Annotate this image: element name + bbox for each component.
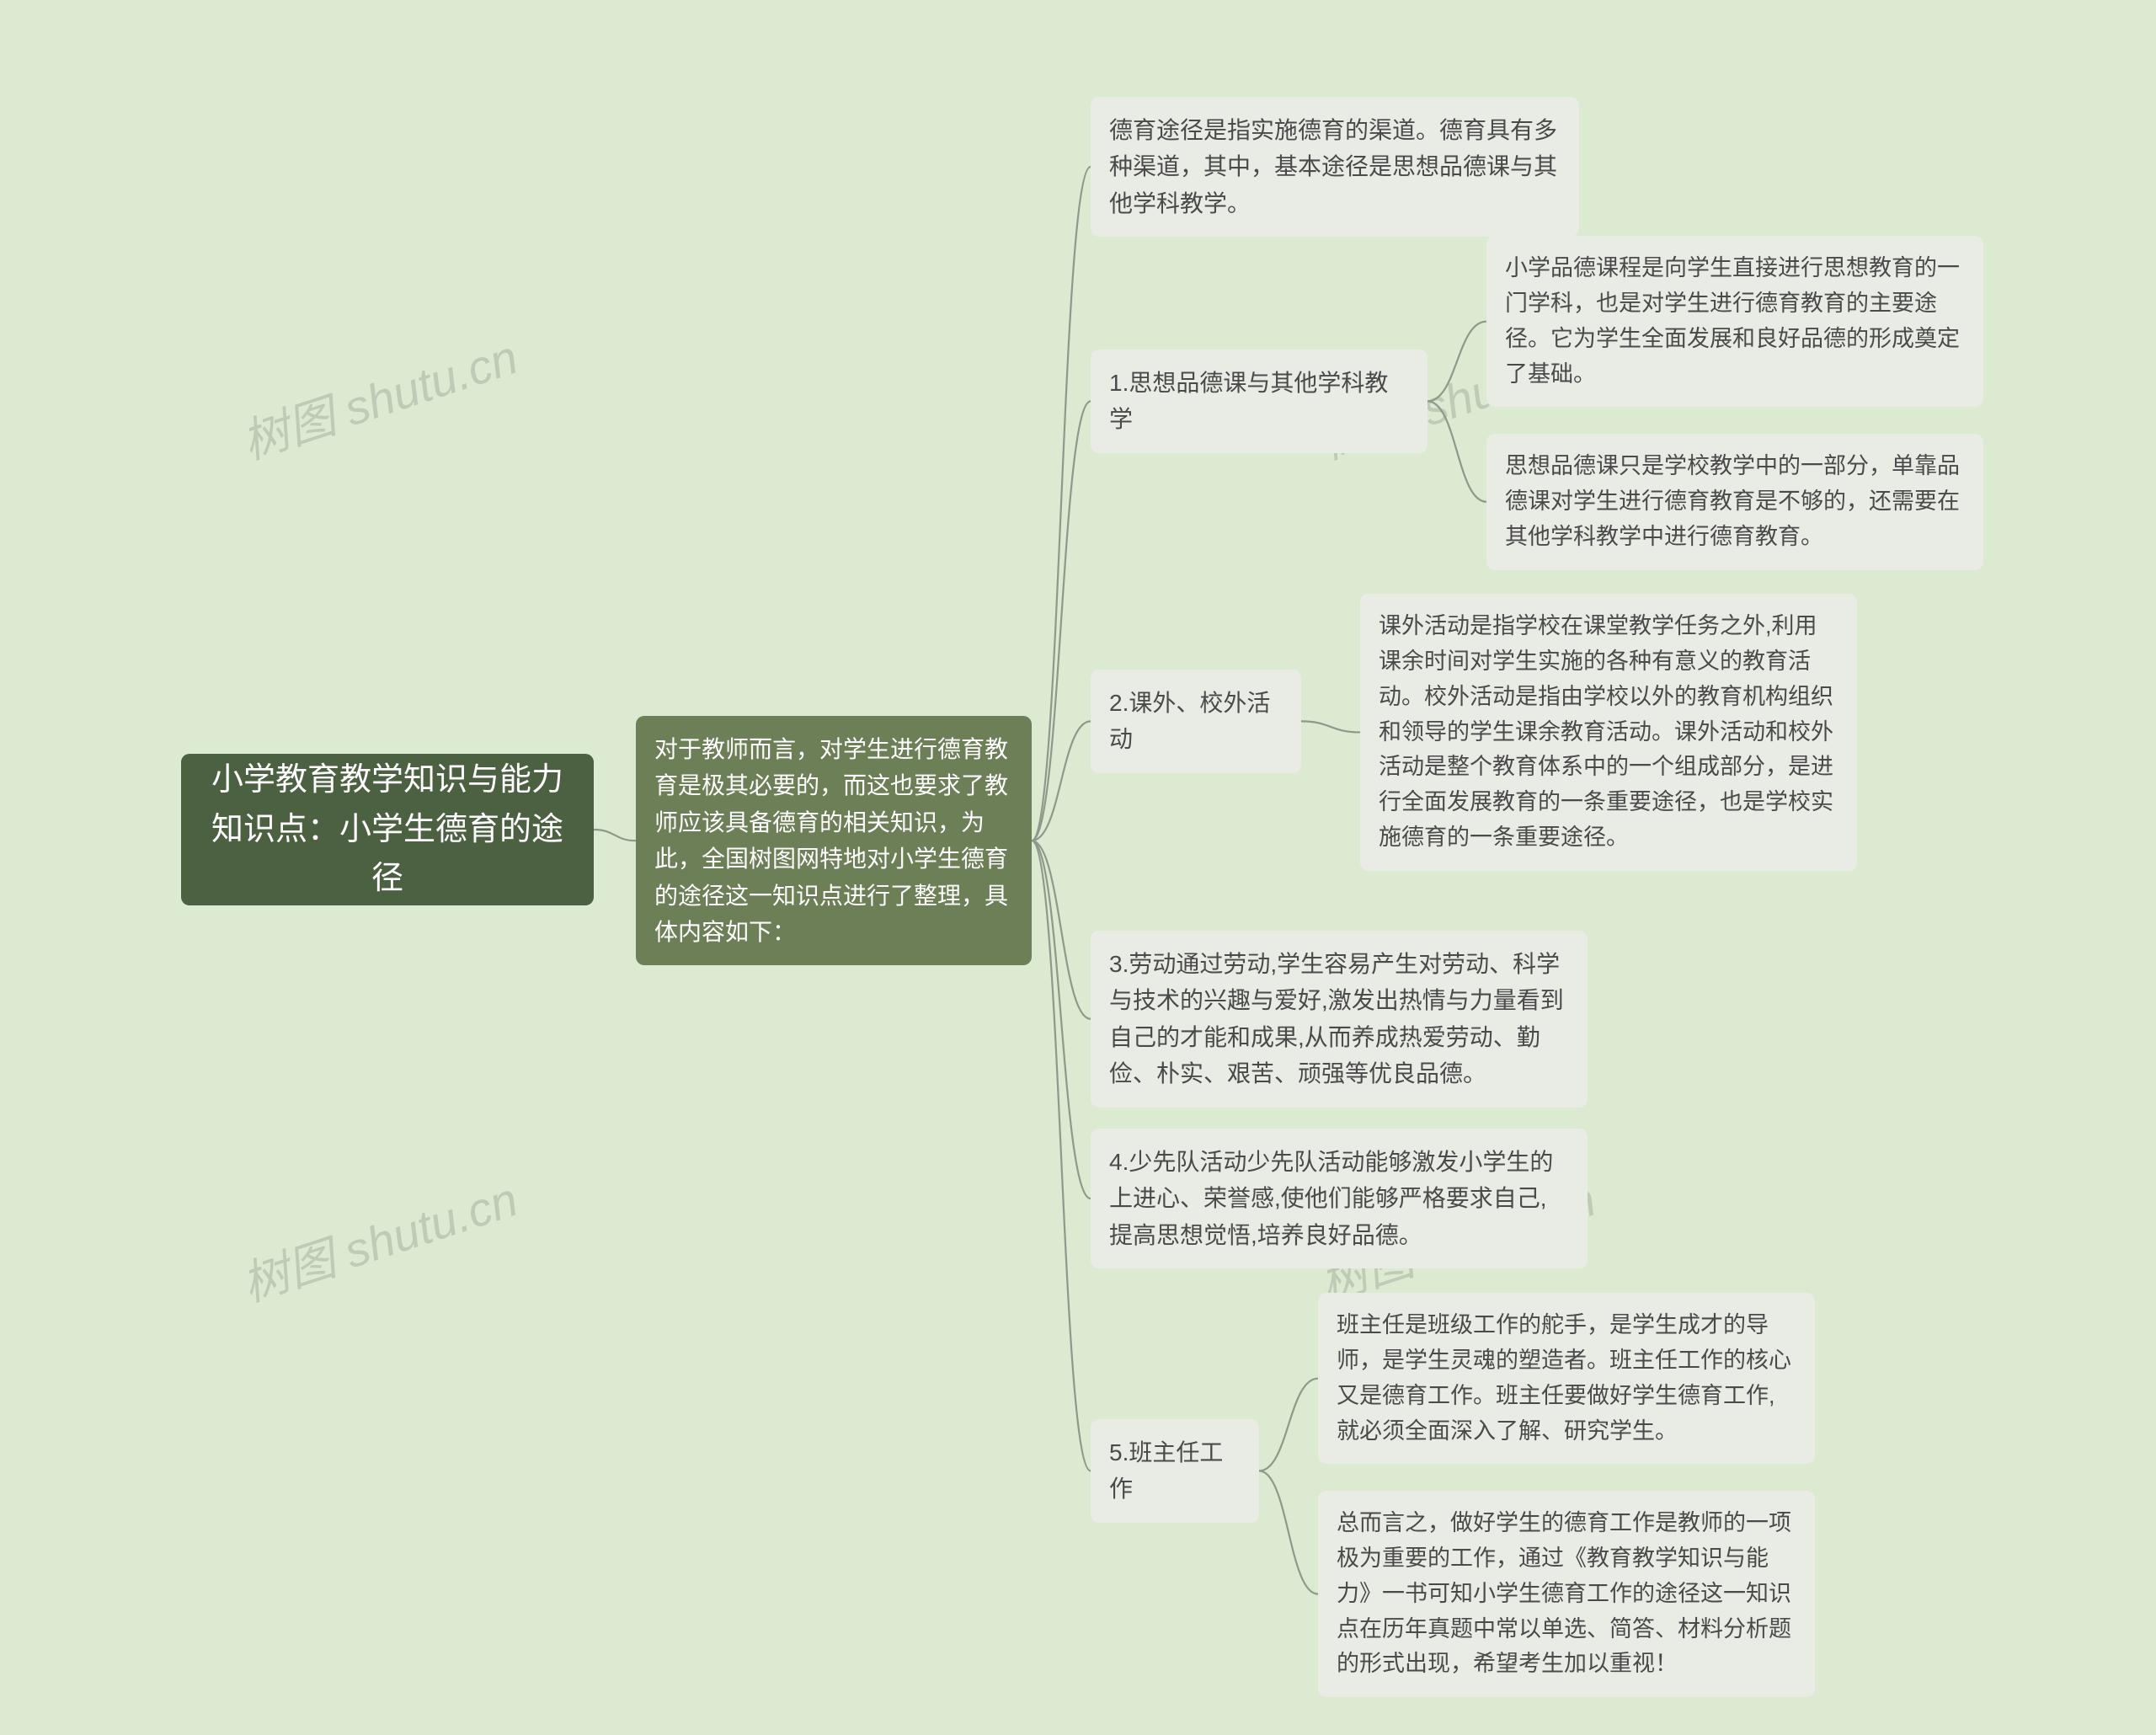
root-node[interactable]: 小学教育教学知识与能力知识点：小学生德育的途径 xyxy=(181,754,594,905)
branch-text: 2.课外、校外活动 xyxy=(1109,690,1270,752)
branch-node[interactable]: 4.少先队活动少先队活动能够激发小学生的上进心、荣誉感,使他们能够严格要求自己,… xyxy=(1091,1129,1588,1268)
branch-node[interactable]: 5.班主任工作 xyxy=(1091,1419,1259,1523)
branch-node[interactable]: 德育途径是指实施德育的渠道。德育具有多种渠道，其中，基本途径是思想品德课与其他学… xyxy=(1091,97,1579,237)
leaf-text: 思想品德课只是学校教学中的一部分，单靠品德课对学生进行德育教育是不够的，还需要在… xyxy=(1505,453,1960,549)
leaf-node[interactable]: 课外活动是指学校在课堂教学任务之外,利用课余时间对学生实施的各种有意义的教育活动… xyxy=(1360,594,1857,871)
branch-text: 1.思想品德课与其他学科教学 xyxy=(1109,370,1388,432)
leaf-node[interactable]: 小学品德课程是向学生直接进行思想教育的一门学科，也是对学生进行德育教育的主要途径… xyxy=(1486,236,1983,407)
leaf-text: 总而言之，做好学生的德育工作是教师的一项极为重要的工作，通过《教育教学知识与能力… xyxy=(1337,1510,1791,1676)
root-text: 小学教育教学知识与能力知识点：小学生德育的途径 xyxy=(198,755,577,905)
leaf-text: 小学品德课程是向学生直接进行思想教育的一门学科，也是对学生进行德育教育的主要途径… xyxy=(1505,255,1960,387)
branch-text: 德育途径是指实施德育的渠道。德育具有多种渠道，其中，基本途径是思想品德课与其他学… xyxy=(1109,117,1557,216)
branch-node[interactable]: 2.课外、校外活动 xyxy=(1091,670,1301,773)
level2-text: 对于教师而言，对学生进行德育教育是极其必要的，而这也要求了教师应该具备德育的相关… xyxy=(654,736,1008,945)
leaf-node[interactable]: 思想品德课只是学校教学中的一部分，单靠品德课对学生进行德育教育是不够的，还需要在… xyxy=(1486,434,1983,570)
branch-text: 3.劳动通过劳动,学生容易产生对劳动、科学与技术的兴趣与爱好,激发出热情与力量看… xyxy=(1109,951,1564,1086)
leaf-node[interactable]: 班主任是班级工作的舵手，是学生成才的导师，是学生灵魂的塑造者。班主任工作的核心又… xyxy=(1318,1293,1815,1464)
branch-text: 4.少先队活动少先队活动能够激发小学生的上进心、荣誉感,使他们能够严格要求自己,… xyxy=(1109,1149,1553,1248)
branch-node[interactable]: 3.劳动通过劳动,学生容易产生对劳动、科学与技术的兴趣与爱好,激发出热情与力量看… xyxy=(1091,931,1588,1108)
level2-node[interactable]: 对于教师而言，对学生进行德育教育是极其必要的，而这也要求了教师应该具备德育的相关… xyxy=(636,716,1032,965)
branch-text: 5.班主任工作 xyxy=(1109,1439,1223,1502)
leaf-text: 班主任是班级工作的舵手，是学生成才的导师，是学生灵魂的塑造者。班主任工作的核心又… xyxy=(1337,1312,1791,1444)
branch-node[interactable]: 1.思想品德课与其他学科教学 xyxy=(1091,350,1428,453)
leaf-text: 课外活动是指学校在课堂教学任务之外,利用课余时间对学生实施的各种有意义的教育活动… xyxy=(1379,613,1833,850)
leaf-node[interactable]: 总而言之，做好学生的德育工作是教师的一项极为重要的工作，通过《教育教学知识与能力… xyxy=(1318,1491,1815,1697)
